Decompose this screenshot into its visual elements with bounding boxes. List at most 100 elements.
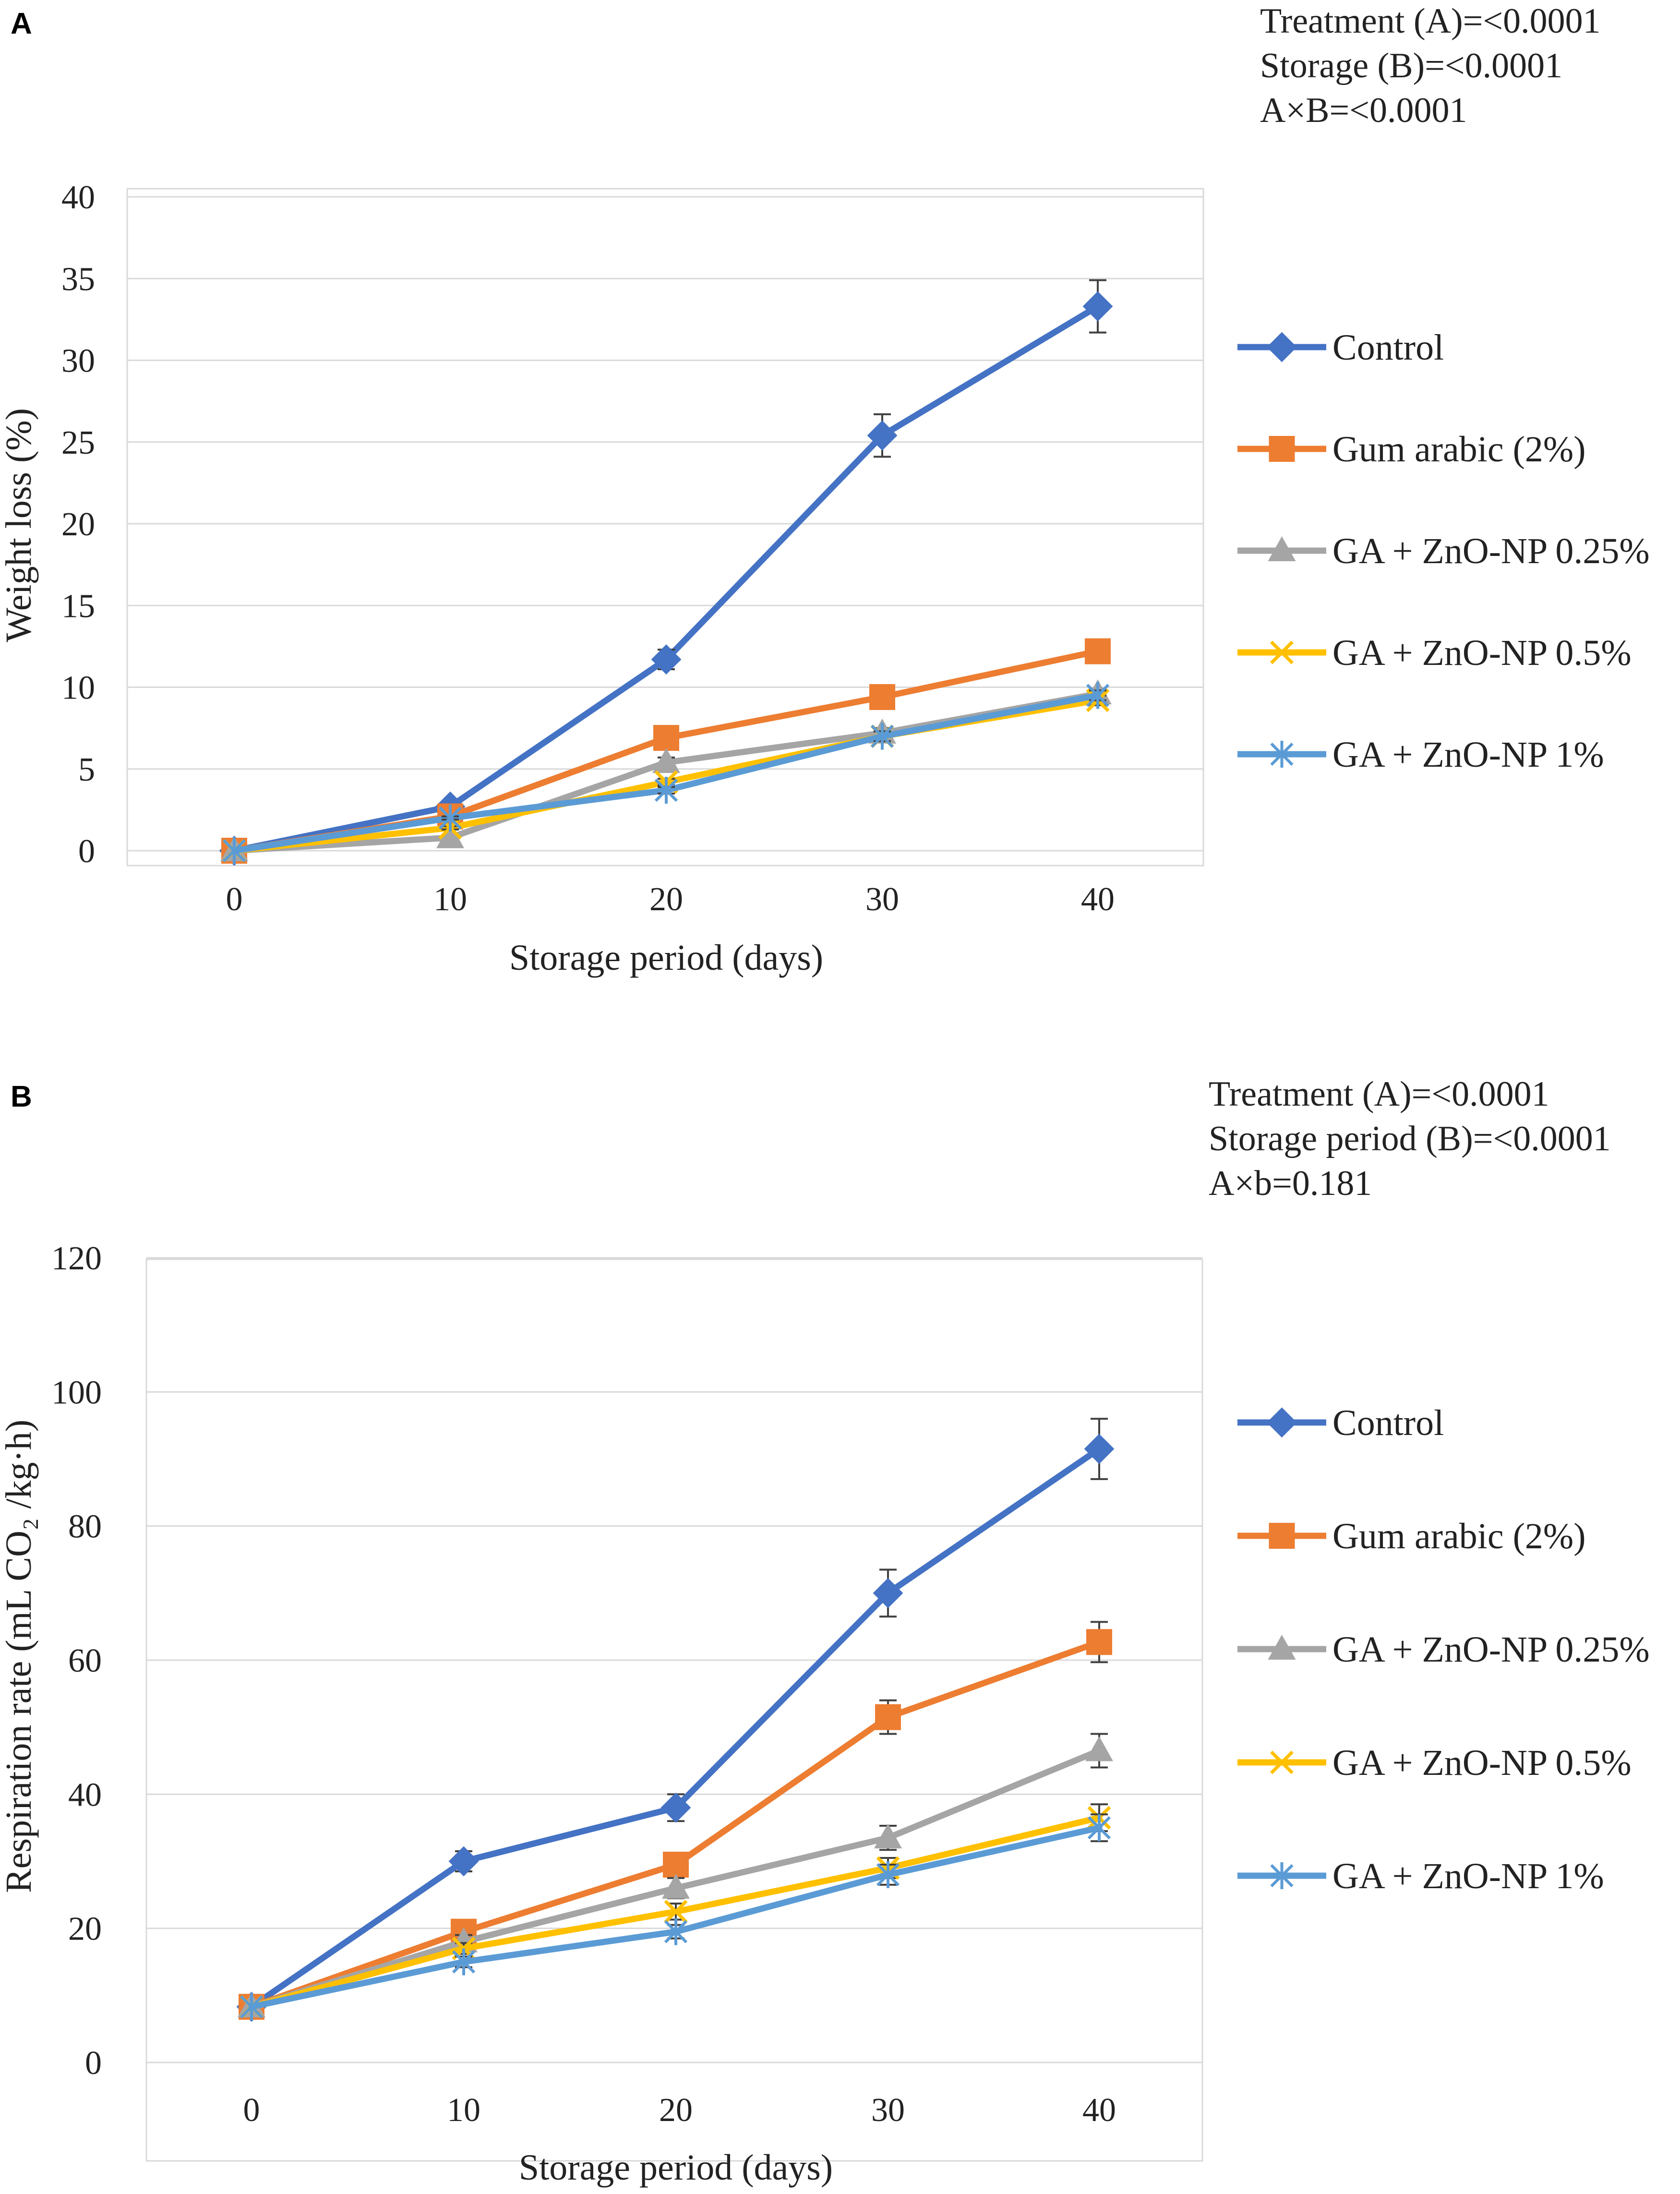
stat-line: A×B=<0.0001 bbox=[1260, 91, 1467, 130]
marker-asterisk-icon bbox=[1087, 1814, 1111, 1842]
legend-label: Gum arabic (2%) bbox=[1332, 1516, 1586, 1556]
legend-item: GA + ZnO-NP 0.5% bbox=[1237, 1743, 1632, 1783]
panel-letter: B bbox=[11, 1080, 32, 1113]
y-tick-label: 120 bbox=[51, 1240, 102, 1277]
gridlines bbox=[127, 196, 1203, 852]
plot-frame bbox=[126, 188, 1204, 867]
legend-item: Gum arabic (2%) bbox=[1237, 429, 1586, 470]
x-tick-label: 10 bbox=[433, 881, 467, 918]
marker-square-icon bbox=[1269, 436, 1295, 462]
stat-line: Storage period (B)=<0.0001 bbox=[1209, 1119, 1611, 1158]
legend-label: Control bbox=[1332, 1403, 1444, 1443]
marker-square-icon bbox=[1085, 638, 1111, 664]
x-axis-label: Storage period (days) bbox=[509, 938, 823, 978]
series-5 bbox=[222, 682, 1110, 864]
chart-a: A Treatment (A)=<0.0001 Storage (B)=<0.000… bbox=[0, 1, 1650, 978]
marker-triangle-icon bbox=[662, 1873, 690, 1899]
y-tick-label: 5 bbox=[78, 751, 95, 788]
chart-b: B Treatment (A)=<0.0001 Storage period (B)… bbox=[0, 1074, 1650, 2188]
x-tick-label: 20 bbox=[659, 2092, 693, 2129]
x-axis-ticks: 0 10 20 30 40 bbox=[226, 881, 1115, 918]
marker-triangle-icon bbox=[652, 748, 680, 773]
marker-diamond-icon bbox=[1082, 291, 1113, 322]
y-tick-label: 15 bbox=[61, 588, 95, 625]
marker-diamond-icon bbox=[660, 1792, 691, 1823]
legend-label: GA + ZnO-NP 1% bbox=[1332, 735, 1604, 775]
legend: Control Gum arabic (2%) GA + ZnO-NP 0.25% G… bbox=[1237, 1403, 1650, 1896]
legend-item: GA + ZnO-NP 1% bbox=[1237, 1856, 1604, 1896]
marker-square-icon bbox=[653, 725, 679, 751]
marker-triangle-icon bbox=[436, 823, 464, 848]
y-tick-label: 30 bbox=[61, 343, 95, 380]
plot-frame bbox=[145, 1258, 1203, 2162]
marker-square-icon bbox=[1269, 1523, 1295, 1549]
stat-line: Treatment (A)=<0.0001 bbox=[1209, 1074, 1549, 1114]
legend-label: GA + ZnO-NP 0.5% bbox=[1332, 1743, 1632, 1783]
stats-annotation: Treatment (A)=<0.0001 Storage (B)=<0.0001… bbox=[1260, 1, 1601, 130]
y-tick-label: 0 bbox=[85, 2045, 102, 2082]
y-axis-label: Respiration rate (mL CO₂ /kg·h) bbox=[0, 1420, 39, 1893]
y-tick-label: 20 bbox=[61, 506, 95, 543]
x-axis-ticks: 0 10 20 30 40 bbox=[243, 2092, 1116, 2129]
y-tick-label: 100 bbox=[51, 1374, 102, 1411]
marker-asterisk-icon bbox=[664, 1918, 688, 1945]
y-axis-ticks: 0 20 40 60 80 100 120 bbox=[51, 1240, 102, 2082]
marker-asterisk-icon bbox=[654, 777, 678, 804]
marker-triangle-icon bbox=[874, 1823, 902, 1849]
x-tick-label: 0 bbox=[243, 2092, 260, 2129]
y-tick-label: 40 bbox=[68, 1776, 102, 1813]
marker-diamond-icon bbox=[448, 1846, 479, 1877]
legend-item: GA + ZnO-NP 0.5% bbox=[1237, 633, 1632, 673]
legend-item: GA + ZnO-NP 0.25% bbox=[1237, 1629, 1650, 1670]
marker-triangle-icon bbox=[1268, 1635, 1296, 1660]
legend-item: Control bbox=[1237, 1403, 1444, 1443]
y-tick-label: 0 bbox=[78, 833, 95, 870]
marker-asterisk-icon bbox=[1270, 1862, 1294, 1889]
x-tick-label: 40 bbox=[1081, 881, 1115, 918]
legend-item: Gum arabic (2%) bbox=[1237, 1516, 1586, 1556]
marker-diamond-icon bbox=[1084, 1434, 1115, 1464]
legend: Control Gum arabic (2%) GA + ZnO-NP 0.25% G… bbox=[1237, 327, 1650, 775]
x-axis-label: Storage period (days) bbox=[519, 2147, 833, 2188]
series-3 bbox=[238, 1733, 1113, 2018]
marker-asterisk-icon bbox=[438, 804, 462, 832]
marker-asterisk-icon bbox=[452, 1948, 476, 1976]
y-axis-ticks: 0 5 10 15 20 25 30 35 40 bbox=[61, 179, 95, 870]
series-5 bbox=[240, 1813, 1111, 2021]
marker-asterisk-icon bbox=[876, 1861, 900, 1888]
panel-letter: A bbox=[11, 7, 32, 40]
x-tick-label: 30 bbox=[871, 2092, 905, 2129]
legend-label: Control bbox=[1332, 327, 1444, 368]
x-tick-label: 40 bbox=[1082, 2092, 1116, 2129]
marker-square-icon bbox=[869, 684, 895, 710]
legend-label: GA + ZnO-NP 0.25% bbox=[1332, 531, 1650, 571]
x-tick-label: 10 bbox=[447, 2092, 480, 2129]
marker-square-icon bbox=[875, 1704, 901, 1730]
x-tick-label: 20 bbox=[649, 881, 683, 918]
marker-diamond-icon bbox=[873, 1578, 903, 1608]
x-tick-label: 30 bbox=[865, 881, 899, 918]
marker-asterisk-icon bbox=[222, 837, 246, 864]
y-tick-label: 20 bbox=[68, 1911, 102, 1948]
marker-square-icon bbox=[663, 1851, 689, 1878]
legend-item: GA + ZnO-NP 1% bbox=[1237, 735, 1604, 775]
marker-asterisk-icon bbox=[240, 1993, 264, 2021]
marker-asterisk-icon bbox=[870, 723, 894, 750]
y-tick-label: 60 bbox=[68, 1642, 102, 1679]
marker-diamond-icon bbox=[651, 644, 682, 675]
marker-x-icon bbox=[1270, 1750, 1294, 1774]
x-tick-label: 0 bbox=[226, 881, 243, 918]
marker-diamond-icon bbox=[1267, 1407, 1297, 1438]
marker-triangle-icon bbox=[1268, 536, 1296, 561]
legend-label: GA + ZnO-NP 1% bbox=[1332, 1856, 1604, 1896]
y-axis-label: Weight loss (%) bbox=[0, 408, 39, 642]
legend-item: Control bbox=[1237, 327, 1444, 368]
series-line bbox=[248, 1639, 1103, 2010]
marker-diamond-icon bbox=[1267, 332, 1297, 362]
marker-triangle-icon bbox=[1085, 1736, 1113, 1761]
y-tick-label: 10 bbox=[61, 670, 95, 707]
legend-label: Gum arabic (2%) bbox=[1332, 429, 1586, 470]
legend-label: GA + ZnO-NP 0.25% bbox=[1332, 1629, 1650, 1670]
stats-annotation: Treatment (A)=<0.0001 Storage period (B)=… bbox=[1209, 1074, 1611, 1203]
